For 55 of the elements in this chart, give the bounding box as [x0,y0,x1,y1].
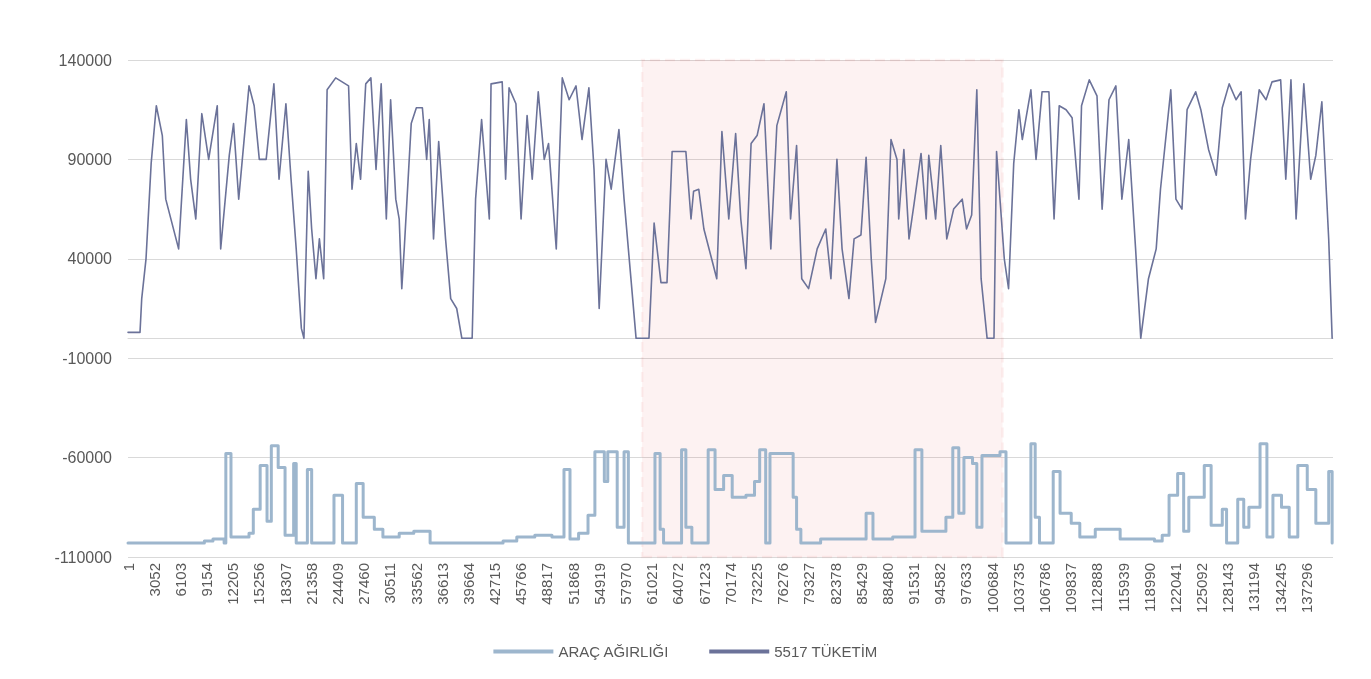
x-tick-label: 109837 [1062,563,1080,614]
x-tick-label: 79327 [800,563,818,605]
y-tick-label: -110000 [54,548,113,566]
x-tick-label: 6103 [171,563,189,597]
x-tick-label: 82378 [826,563,844,605]
x-tick-label: 73225 [747,563,765,605]
x-tick-label: 128143 [1219,563,1237,614]
x-tick-label: 39664 [459,563,477,605]
x-tick-label: 1 [119,563,137,572]
x-tick-label: 115939 [1114,563,1132,612]
x-tick-label: 61021 [643,563,661,605]
x-tick-label: 106786 [1036,563,1053,614]
y-tick-label: 90000 [67,150,113,168]
x-tick-label: 3052 [145,563,163,597]
x-tick-label: 100684 [983,563,1001,614]
x-tick-label: 36613 [433,563,451,605]
x-tick-label: 33562 [407,563,425,605]
x-tick-label: 91531 [905,563,923,605]
x-tick-label: 76276 [774,563,792,605]
x-tick-label: 134245 [1271,563,1289,614]
x-tick-label: 54919 [590,563,608,605]
x-tick-label: 131194 [1245,563,1263,612]
x-tick-label: 27460 [355,563,373,605]
x-tick-label: 118990 [1140,563,1158,612]
x-tick-label: 112888 [1088,563,1106,612]
legend-label: ARAÇ AĞIRLIĞI [558,643,669,660]
line-series [127,77,1333,340]
x-tick-label: 64072 [669,563,687,605]
x-tick-label: 88480 [878,563,896,605]
x-tick-label: 15256 [250,563,268,605]
x-tick-label: 12205 [224,563,242,605]
x-tick-label: 51868 [564,563,582,605]
x-tick-label: 9154 [198,563,216,597]
x-tick-label: 48817 [538,563,556,605]
x-tick-label: 125092 [1193,563,1211,614]
x-tick-label: 94582 [931,563,949,605]
x-tick-label: 70174 [721,563,739,605]
x-tick-label: 45766 [512,563,530,605]
x-tick-label: 21358 [302,563,320,605]
y-tick-label: 40000 [67,250,113,268]
x-tick-label: 57970 [617,563,635,605]
legend-label: 5517 TÜKETİM [774,643,878,660]
x-tick-label: 18307 [276,563,294,605]
x-tick-label: 67123 [695,563,713,605]
x-tick-label: 30511 [381,563,399,604]
y-tick-label: -60000 [62,449,113,467]
x-tick-label: 97633 [957,563,975,605]
x-tick-label: 24409 [328,563,346,605]
x-tick-label: 42715 [486,563,504,605]
x-tick-label: 122041 [1166,563,1184,614]
y-tick-label: -10000 [62,349,113,367]
y-tick-label: 140000 [58,51,113,69]
x-tick-label: 103735 [1009,563,1027,614]
x-tick-label: 137296 [1297,563,1315,614]
x-tick-label: 85429 [852,563,870,605]
